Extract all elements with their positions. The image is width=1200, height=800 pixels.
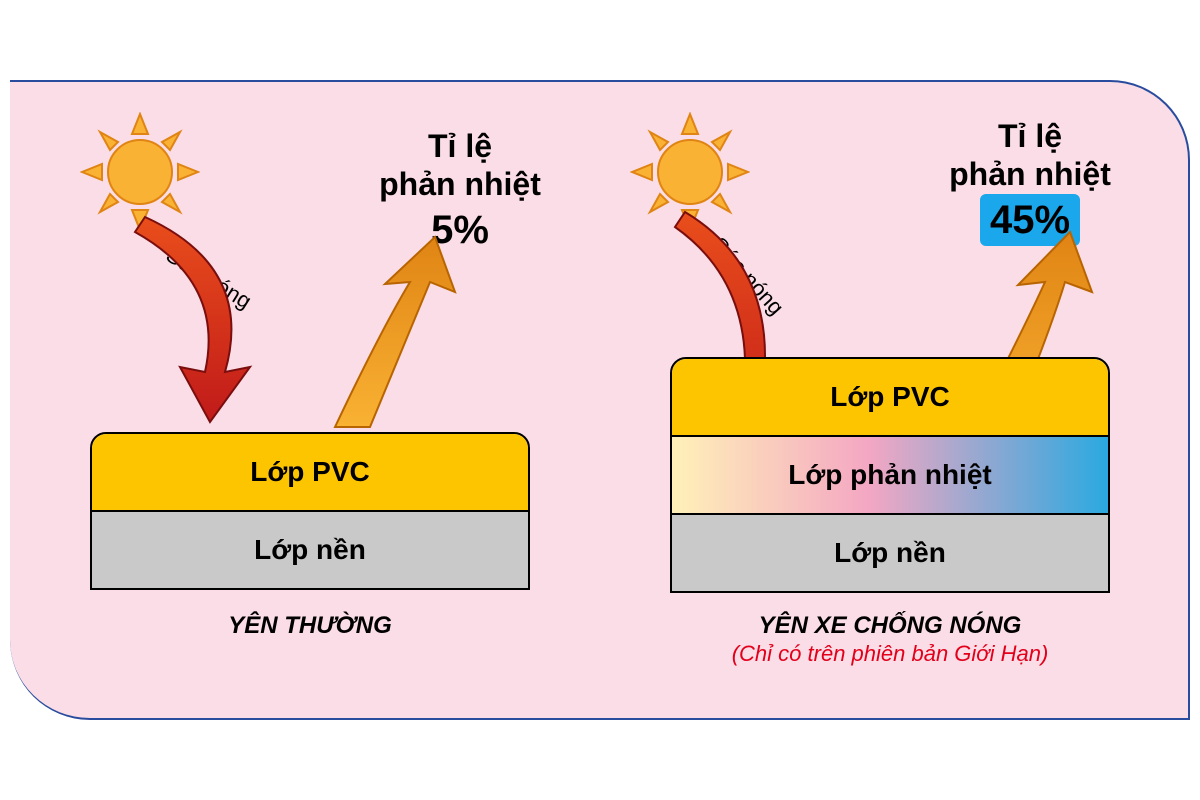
- diagram-frame: Sức nóng Tỉ lệ phản nhiệt 5%: [10, 80, 1190, 720]
- layer-stack-left: Lớp PVC Lớp nền: [90, 432, 530, 590]
- caption-right-sub: (Chỉ có trên phiên bản Giới Hạn): [732, 641, 1049, 666]
- arrow-down-icon: [105, 207, 285, 427]
- arrow-up-icon: [315, 232, 475, 432]
- layer-stack-right: Lớp PVC Lớp phản nhiệt Lớp nền: [670, 357, 1110, 593]
- caption-left: YÊN THƯỜNG: [90, 612, 530, 640]
- ratio-line2: phản nhiệt: [949, 156, 1111, 192]
- panel-regular-seat: Sức nóng Tỉ lệ phản nhiệt 5%: [70, 112, 590, 672]
- layer-base: Lớp nền: [672, 513, 1108, 591]
- panel-heat-resistant-seat: Sức nóng Tỉ lệ phản nhiệt 45%: [650, 112, 1170, 672]
- ratio-line1: Tỉ lệ: [428, 128, 492, 164]
- layer-pvc: Lớp PVC: [92, 434, 528, 510]
- layer-reflect: Lớp phản nhiệt: [672, 435, 1108, 513]
- caption-right: YÊN XE CHỐNG NÓNG (Chỉ có trên phiên bản…: [670, 612, 1110, 668]
- ratio-line2: phản nhiệt: [379, 166, 541, 202]
- layer-pvc: Lớp PVC: [672, 359, 1108, 435]
- caption-right-main: YÊN XE CHỐNG NÓNG: [759, 612, 1022, 639]
- layer-base: Lớp nền: [92, 510, 528, 588]
- ratio-line1: Tỉ lệ: [998, 118, 1062, 154]
